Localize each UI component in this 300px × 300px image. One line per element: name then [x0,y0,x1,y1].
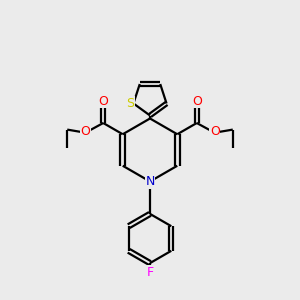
Text: S: S [127,97,134,110]
Text: N: N [145,175,155,188]
Text: O: O [192,94,202,108]
Text: F: F [146,266,154,279]
Text: O: O [210,125,220,138]
Text: O: O [80,125,90,138]
Text: O: O [98,94,108,108]
